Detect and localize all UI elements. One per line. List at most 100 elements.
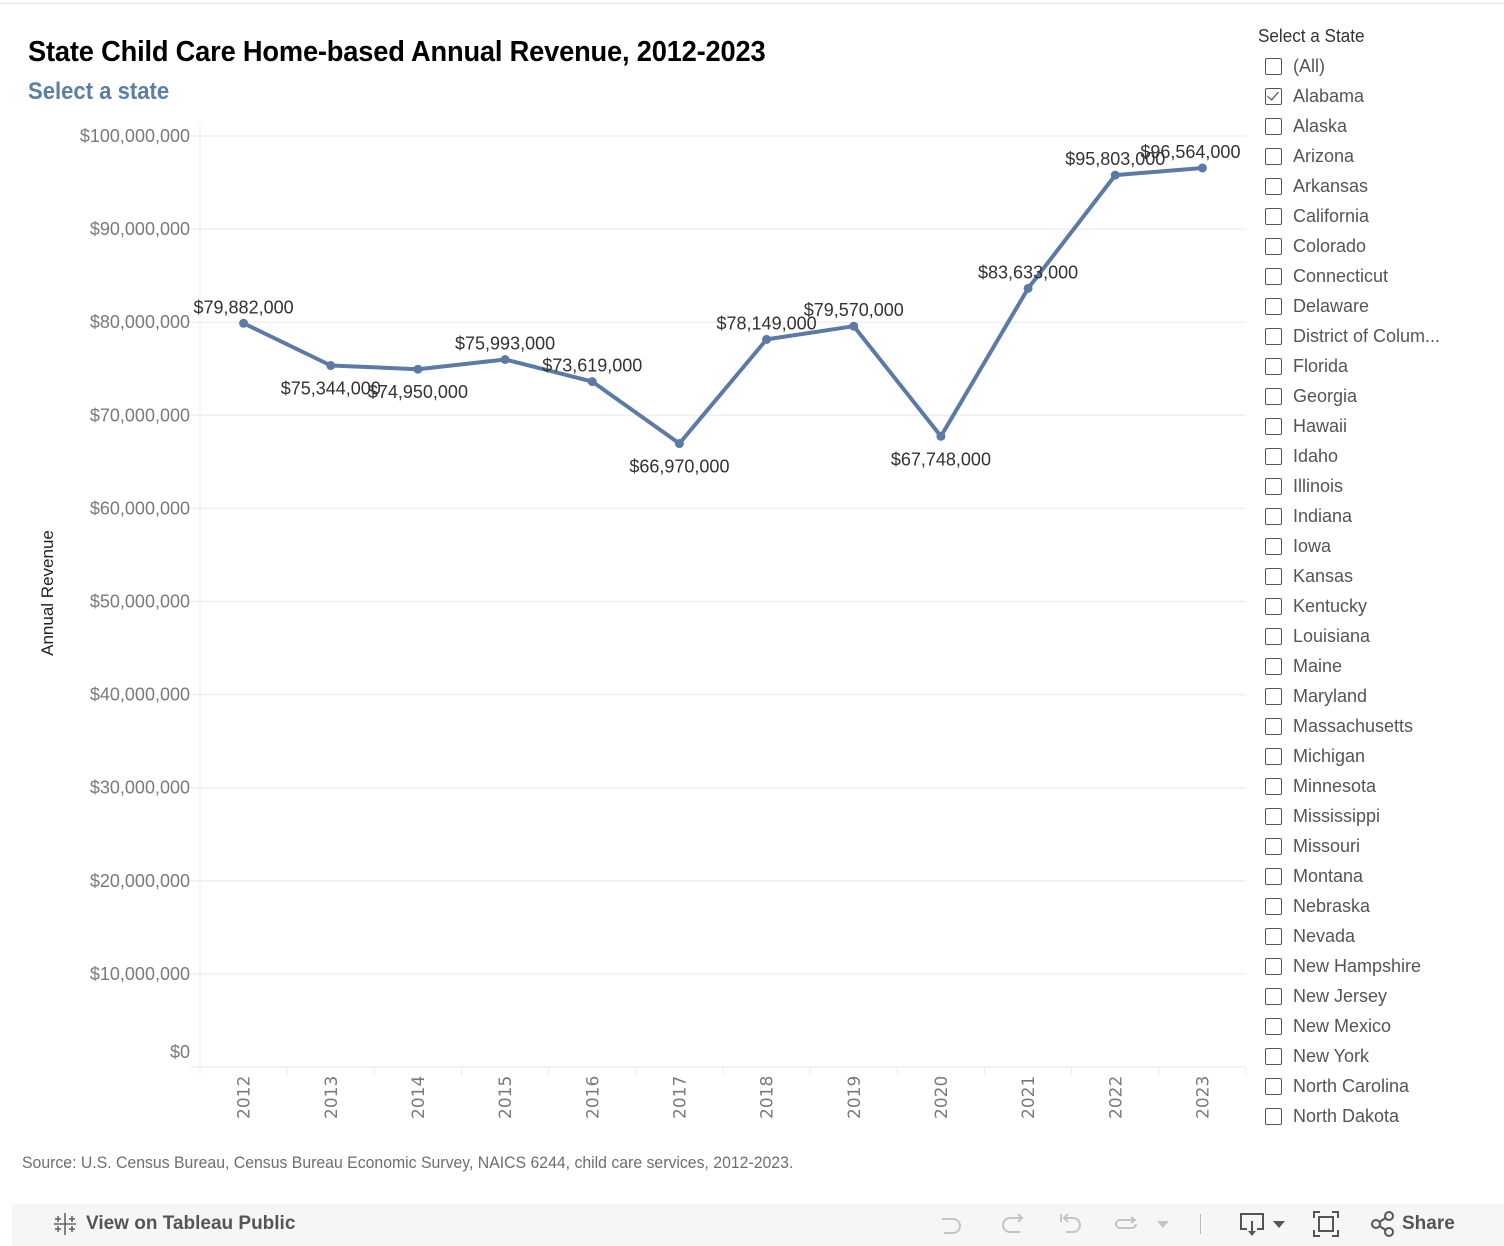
filter-item-nevada[interactable]: Nevada	[1258, 921, 1504, 951]
checkbox[interactable]	[1265, 297, 1282, 315]
filter-item-michigan[interactable]: Michigan	[1258, 741, 1504, 771]
checkbox[interactable]	[1265, 747, 1282, 765]
filter-item-alaska[interactable]: Alaska	[1258, 111, 1504, 141]
undo-icon	[942, 1218, 961, 1234]
filter-item-kentucky[interactable]: Kentucky	[1258, 591, 1504, 621]
x-tick-label: 2017	[670, 1076, 690, 1119]
checkbox[interactable]	[1265, 147, 1282, 165]
filter-item-label: (All)	[1293, 55, 1325, 76]
data-point[interactable]	[587, 377, 597, 387]
download-button[interactable]	[1238, 1212, 1286, 1236]
filter-item-all[interactable]: (All)	[1258, 51, 1504, 81]
filter-item-florida[interactable]: Florida	[1258, 351, 1504, 381]
checkbox[interactable]	[1265, 837, 1282, 855]
checkbox[interactable]	[1265, 447, 1282, 465]
data-point[interactable]	[849, 321, 859, 331]
checkbox[interactable]	[1265, 507, 1282, 525]
data-point[interactable]	[326, 361, 336, 371]
filter-item-indiana[interactable]: Indiana	[1258, 501, 1504, 531]
checkbox[interactable]	[1265, 927, 1282, 945]
filter-item-minnesota[interactable]: Minnesota	[1258, 771, 1504, 801]
undo-button[interactable]	[938, 1212, 964, 1236]
filter-item-alabama[interactable]: Alabama	[1258, 81, 1504, 111]
filter-item-north-carolina[interactable]: North Carolina	[1258, 1071, 1504, 1101]
checkbox[interactable]	[1265, 867, 1282, 885]
filter-item-massachusetts[interactable]: Massachusetts	[1258, 711, 1504, 741]
data-point[interactable]	[762, 334, 772, 344]
checkbox[interactable]	[1265, 357, 1282, 375]
checkbox[interactable]	[1265, 57, 1282, 75]
filter-item-north-dakota[interactable]: North Dakota	[1258, 1101, 1504, 1131]
checkbox[interactable]	[1265, 597, 1282, 615]
filter-item-missouri[interactable]: Missouri	[1258, 831, 1504, 861]
refresh-button[interactable]	[1112, 1212, 1142, 1236]
data-point[interactable]	[500, 355, 510, 365]
checkbox[interactable]	[1265, 807, 1282, 825]
data-point[interactable]	[413, 364, 423, 374]
checkbox[interactable]	[1265, 1077, 1282, 1095]
checkbox[interactable]	[1265, 957, 1282, 975]
checkbox[interactable]	[1265, 477, 1282, 495]
data-point[interactable]	[1110, 170, 1120, 180]
checkbox[interactable]	[1265, 207, 1282, 225]
filter-item-colorado[interactable]: Colorado	[1258, 231, 1504, 261]
revert-button[interactable]	[1058, 1212, 1086, 1236]
checkbox[interactable]	[1265, 1017, 1282, 1035]
filter-item-illinois[interactable]: Illinois	[1258, 471, 1504, 501]
checkbox[interactable]	[1265, 117, 1282, 135]
data-point[interactable]	[936, 431, 946, 441]
checkbox[interactable]	[1265, 237, 1282, 255]
checkbox[interactable]	[1265, 987, 1282, 1005]
filter-item-maine[interactable]: Maine	[1258, 651, 1504, 681]
filter-item-idaho[interactable]: Idaho	[1258, 441, 1504, 471]
checkbox[interactable]	[1265, 327, 1282, 345]
filter-item-arkansas[interactable]: Arkansas	[1258, 171, 1504, 201]
redo-button[interactable]	[998, 1212, 1026, 1236]
share-button[interactable]: Share	[1370, 1211, 1455, 1237]
data-point[interactable]	[239, 318, 249, 328]
checkbox[interactable]	[1265, 777, 1282, 795]
filter-item-georgia[interactable]: Georgia	[1258, 381, 1504, 411]
data-label: $75,344,000	[281, 379, 381, 399]
checkbox[interactable]	[1265, 627, 1282, 645]
filter-item-new-york[interactable]: New York	[1258, 1041, 1504, 1071]
filter-item-kansas[interactable]: Kansas	[1258, 561, 1504, 591]
filter-item-louisiana[interactable]: Louisiana	[1258, 621, 1504, 651]
filter-item-montana[interactable]: Montana	[1258, 861, 1504, 891]
checkbox[interactable]	[1265, 387, 1282, 405]
filter-item-arizona[interactable]: Arizona	[1258, 141, 1504, 171]
filter-item-new-jersey[interactable]: New Jersey	[1258, 981, 1504, 1011]
filter-item-california[interactable]: California	[1258, 201, 1504, 231]
data-point[interactable]	[674, 439, 684, 449]
filter-item-nebraska[interactable]: Nebraska	[1258, 891, 1504, 921]
checkbox[interactable]	[1265, 1047, 1282, 1065]
pause-dropdown-button[interactable]	[1156, 1212, 1170, 1236]
filter-item-mississippi[interactable]: Mississippi	[1258, 801, 1504, 831]
checkbox[interactable]	[1265, 657, 1282, 675]
checkbox[interactable]	[1265, 267, 1282, 285]
filter-item-iowa[interactable]: Iowa	[1258, 531, 1504, 561]
checkbox[interactable]	[1265, 417, 1282, 435]
filter-item-label: Montana	[1293, 865, 1364, 886]
checkbox[interactable]	[1265, 687, 1282, 705]
filter-item-new-hampshire[interactable]: New Hampshire	[1258, 951, 1504, 981]
filter-item-new-mexico[interactable]: New Mexico	[1258, 1011, 1504, 1041]
x-tick-label: 2020	[932, 1076, 952, 1119]
checkbox[interactable]	[1265, 87, 1282, 105]
data-point[interactable]	[1023, 283, 1033, 293]
filter-item-delaware[interactable]: Delaware	[1258, 291, 1504, 321]
checkbox[interactable]	[1265, 717, 1282, 735]
checkbox[interactable]	[1265, 177, 1282, 195]
view-on-tableau-public-link[interactable]: View on Tableau Public	[52, 1204, 295, 1244]
filter-item-connecticut[interactable]: Connecticut	[1258, 261, 1504, 291]
checkbox[interactable]	[1265, 897, 1282, 915]
checkbox[interactable]	[1265, 537, 1282, 555]
filter-item-hawaii[interactable]: Hawaii	[1258, 411, 1504, 441]
checkbox[interactable]	[1265, 567, 1282, 585]
checkbox[interactable]	[1265, 1107, 1282, 1125]
data-point[interactable]	[1197, 163, 1207, 173]
fullscreen-button[interactable]	[1312, 1211, 1340, 1237]
filter-item-district-of-colum[interactable]: District of Colum...	[1258, 321, 1504, 351]
filter-item-maryland[interactable]: Maryland	[1258, 681, 1504, 711]
filter-item-label: Louisiana	[1293, 625, 1371, 646]
